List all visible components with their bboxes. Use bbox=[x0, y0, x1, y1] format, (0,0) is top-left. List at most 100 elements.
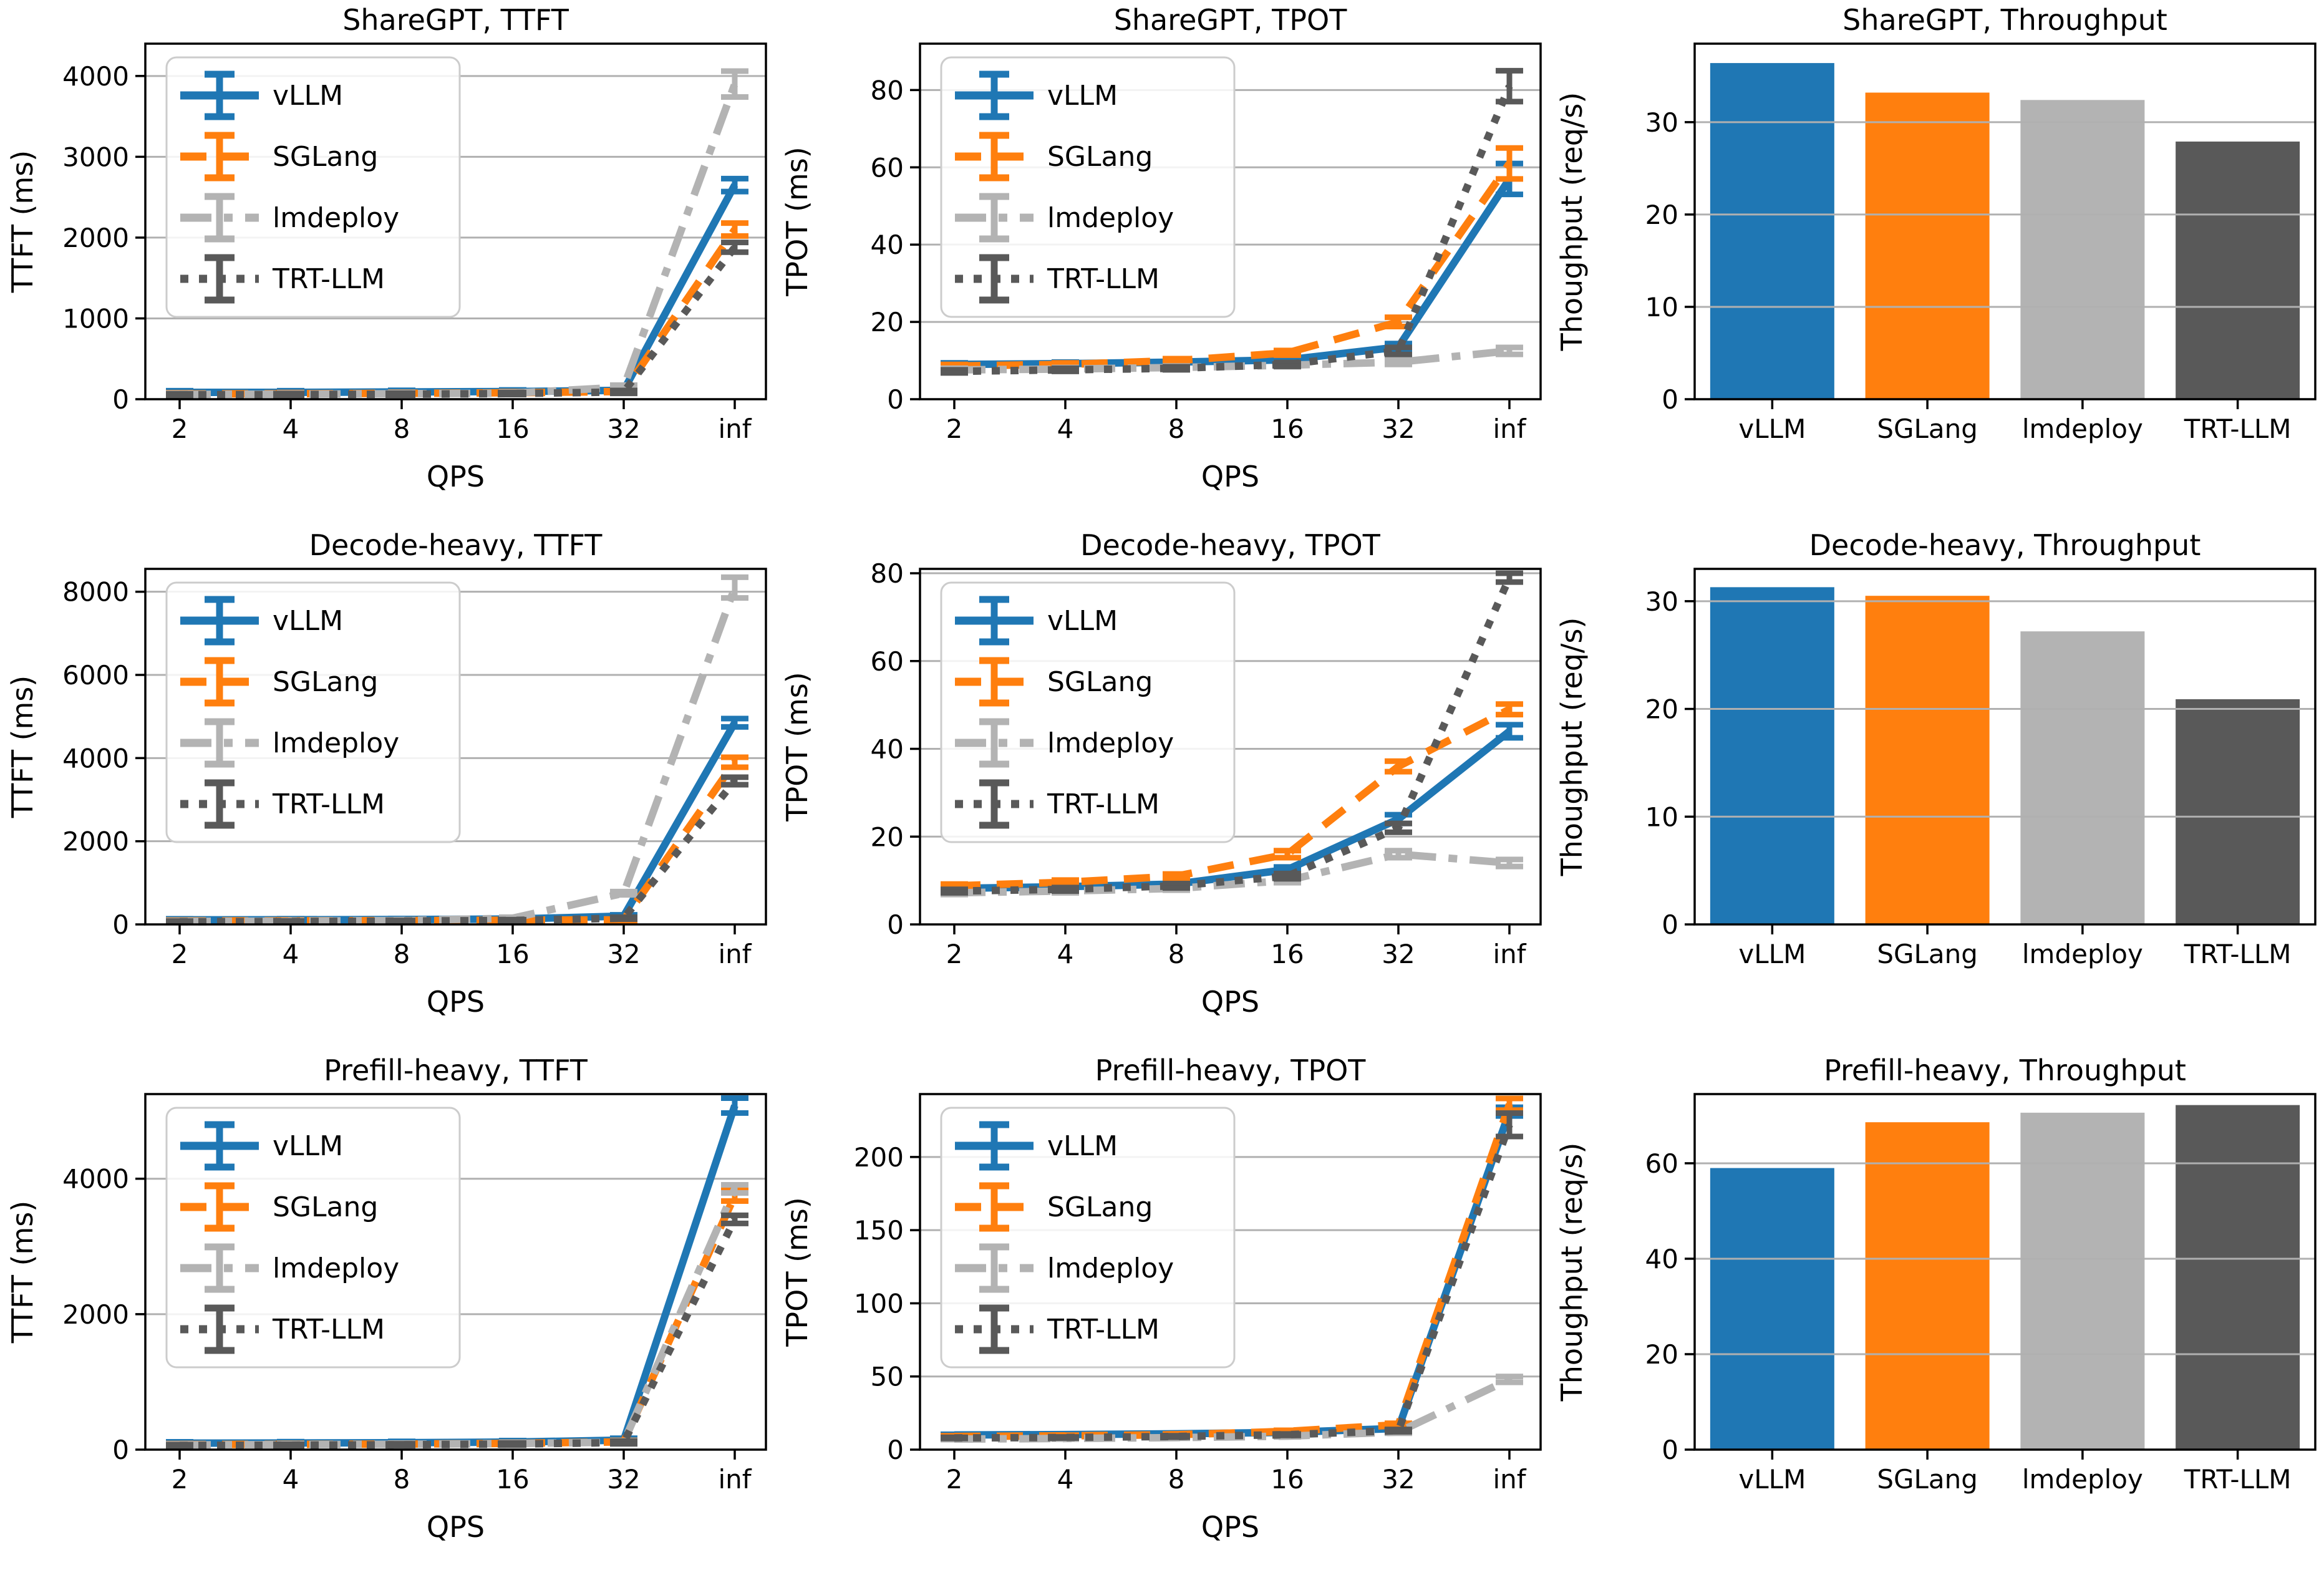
y-axis-ticks: 0 10 20 30 bbox=[1645, 586, 1695, 940]
bar-sglang bbox=[1865, 92, 1990, 399]
legend-item-vllm: vLLM bbox=[955, 596, 1118, 646]
x-axis-ticks: 2 4 8 16 32 inf bbox=[172, 924, 752, 969]
x-axis-ticks: 2 4 8 16 32 inf bbox=[946, 399, 1527, 444]
y-tick-label: 80 bbox=[871, 558, 904, 589]
chart-sharegpt-tpot: 2 4 8 16 32 inf 0 20 40 60 80 ShareGPT, TPOT TPOT (m… bbox=[775, 0, 1549, 525]
legend-frame bbox=[165, 56, 461, 318]
legend-label: lmdeploy bbox=[1047, 727, 1174, 759]
series-lmdeploy bbox=[941, 848, 1523, 898]
legend-label: SGLang bbox=[1047, 141, 1153, 173]
legend: vLLM SGLang lmdeploy TRT-LLM bbox=[940, 1107, 1236, 1369]
x-tick-label: 2 bbox=[946, 1464, 963, 1495]
legend-item-sglang: SGLang bbox=[955, 657, 1153, 707]
y-tick-label: 3000 bbox=[62, 142, 129, 172]
y-tick-label: 8000 bbox=[62, 577, 129, 608]
chart-prefill-heavy-throughput: vLLM SGLang lmdeploy TRT-LLM 0 20 40 60 Prefill-… bbox=[1549, 1050, 2324, 1575]
x-tick-label: vLLM bbox=[1738, 939, 1806, 969]
legend-item-vllm: vLLM bbox=[955, 70, 1118, 120]
y-tick-label: 60 bbox=[871, 646, 904, 677]
legend-item-vllm: vLLM bbox=[180, 70, 343, 120]
chart-title: ShareGPT, Throughput bbox=[1842, 3, 2167, 37]
bar-trt-llm bbox=[2176, 141, 2300, 399]
legend: vLLM SGLang lmdeploy TRT-LLM bbox=[940, 581, 1236, 843]
x-tick-label: 16 bbox=[1271, 939, 1304, 969]
chart-decode-heavy-tpot: 2 4 8 16 32 inf 0 20 40 60 80 Decode-heavy, TPOT TPO… bbox=[775, 525, 1549, 1050]
y-tick-label: 20 bbox=[1645, 200, 1678, 230]
series-line bbox=[179, 245, 738, 399]
x-tick-label: 2 bbox=[172, 939, 188, 969]
y-tick-label: 10 bbox=[1645, 802, 1678, 832]
bar-sglang bbox=[1865, 1122, 1990, 1450]
y-tick-label: 6000 bbox=[62, 660, 129, 691]
series-line bbox=[954, 1375, 1511, 1443]
x-tick-label: 8 bbox=[1168, 414, 1185, 444]
legend-label: TRT-LLM bbox=[272, 263, 385, 295]
x-tick-label: inf bbox=[718, 414, 752, 444]
y-tick-label: 0 bbox=[1662, 1435, 1678, 1465]
x-axis-ticks: 2 4 8 16 32 inf bbox=[946, 924, 1527, 969]
legend-label: vLLM bbox=[273, 605, 343, 637]
legend-label: SGLang bbox=[273, 666, 378, 698]
legend-item-trt-llm: TRT-LLM bbox=[180, 1304, 385, 1354]
y-tick-label: 100 bbox=[854, 1288, 904, 1319]
legend-item-sglang: SGLang bbox=[955, 1182, 1153, 1232]
series-trt-llm bbox=[166, 240, 748, 399]
chart-title: Decode-heavy, Throughput bbox=[1809, 528, 2201, 562]
y-tick-label: 30 bbox=[1645, 586, 1678, 617]
y-axis-ticks: 0 2000 4000 bbox=[62, 1164, 145, 1465]
axes-spines bbox=[919, 568, 1542, 926]
y-tick-label: 0 bbox=[1662, 909, 1678, 940]
x-tick-label: 8 bbox=[394, 1464, 410, 1495]
series-line bbox=[954, 84, 1513, 376]
y-gridlines bbox=[1695, 600, 2315, 818]
legend-label: SGLang bbox=[1047, 666, 1153, 698]
legend-label: SGLang bbox=[273, 141, 378, 173]
y-axis-label: TPOT (ms) bbox=[780, 147, 814, 296]
legend-item-lmdeploy: lmdeploy bbox=[180, 718, 399, 768]
chart-title: ShareGPT, TPOT bbox=[1114, 3, 1348, 37]
y-tick-label: 0 bbox=[887, 384, 904, 415]
y-tick-label: 1000 bbox=[62, 303, 129, 334]
legend-item-trt-llm: TRT-LLM bbox=[955, 779, 1160, 829]
bars bbox=[1710, 587, 2300, 924]
chart-title: Prefill-heavy, TTFT bbox=[324, 1054, 588, 1087]
x-axis-ticks: 2 4 8 16 32 inf bbox=[172, 1450, 752, 1495]
x-tick-label: vLLM bbox=[1738, 414, 1806, 444]
y-tick-label: 200 bbox=[854, 1142, 904, 1173]
x-tick-label: 2 bbox=[946, 414, 963, 444]
axes-spines bbox=[1693, 42, 2317, 400]
plot-area bbox=[941, 67, 1523, 376]
y-gridlines bbox=[1695, 1162, 2315, 1355]
y-axis-ticks: 0 20 40 60 80 bbox=[871, 558, 920, 940]
chart-title: ShareGPT, TTFT bbox=[342, 3, 569, 37]
x-tick-label: 16 bbox=[1271, 414, 1304, 444]
bars bbox=[1710, 63, 2300, 399]
legend: vLLM SGLang lmdeploy TRT-LLM bbox=[165, 56, 461, 318]
y-gridlines bbox=[1695, 121, 2315, 308]
legend-label: lmdeploy bbox=[1047, 1253, 1174, 1284]
x-tick-label: 8 bbox=[394, 414, 410, 444]
y-tick-label: 0 bbox=[887, 909, 904, 940]
x-tick-label: lmdeploy bbox=[2022, 1464, 2143, 1495]
y-tick-label: 40 bbox=[1645, 1244, 1678, 1274]
y-tick-label: 40 bbox=[871, 230, 904, 260]
series-line bbox=[179, 778, 738, 926]
x-tick-label: 4 bbox=[283, 414, 299, 444]
legend-item-vllm: vLLM bbox=[180, 596, 343, 646]
series-trt-llm bbox=[941, 1110, 1523, 1442]
x-tick-label: 16 bbox=[496, 414, 529, 444]
x-tick-label: 8 bbox=[394, 939, 410, 969]
x-tick-label: 8 bbox=[1168, 1464, 1185, 1495]
x-tick-label: 8 bbox=[1168, 939, 1185, 969]
y-axis-ticks: 0 10 20 30 bbox=[1645, 107, 1695, 415]
chart-decode-heavy-ttft: 2 4 8 16 32 inf 0 2000 4000 6000 8000 Decode-heavy,… bbox=[0, 525, 775, 1050]
bar-sglang bbox=[1865, 596, 1990, 924]
y-tick-label: 150 bbox=[854, 1215, 904, 1246]
chart-canvas-decode-heavy-throughput: vLLM SGLang lmdeploy TRT-LLM 0 10 20 30 Decode-h… bbox=[1555, 528, 2317, 969]
series-line bbox=[179, 586, 738, 925]
legend-label: vLLM bbox=[1047, 80, 1118, 112]
plot-area bbox=[941, 570, 1523, 898]
chart-canvas-prefill-heavy-throughput: vLLM SGLang lmdeploy TRT-LLM 0 20 40 60 Prefill-… bbox=[1555, 1054, 2317, 1495]
series-line bbox=[954, 850, 1510, 897]
